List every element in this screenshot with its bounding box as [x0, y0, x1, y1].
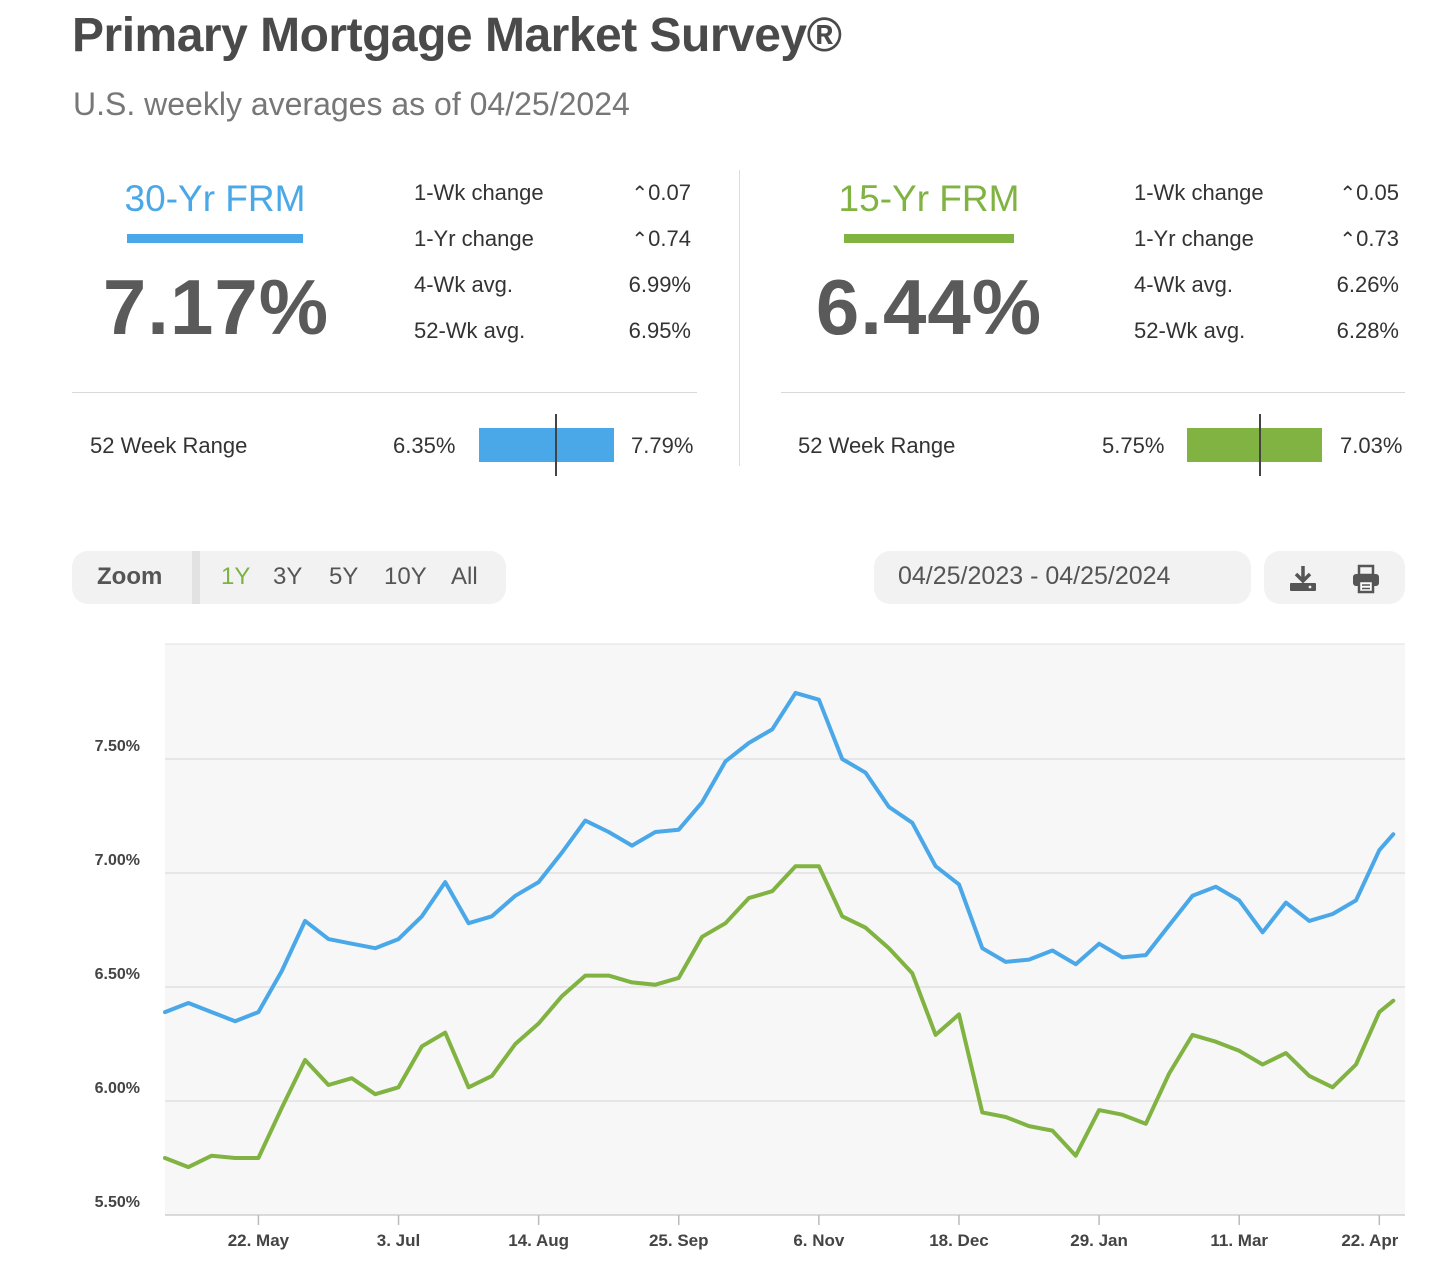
frm15-1wk-label: 1-Wk change [1134, 180, 1264, 205]
frm15-4wk-label: 4-Wk avg. [1134, 272, 1234, 297]
frm15-4wk-value: 6.26% [1336, 272, 1399, 297]
print-icon[interactable] [1351, 564, 1381, 594]
x-tick-label: 18. Dec [929, 1231, 989, 1250]
frm30-rate: 7.17% [102, 263, 330, 351]
frm30-range-bar [479, 428, 614, 462]
y-tick-label: 5.50% [94, 1194, 140, 1211]
zoom-separator [192, 551, 200, 604]
frm30-52wk-value: 6.95% [628, 318, 691, 343]
series-30yr-line [163, 690, 1396, 1024]
frm30-1wk-label: 1-Wk change [414, 180, 544, 205]
frm30-name: 30-Yr FRM [124, 178, 306, 219]
divider [781, 392, 1405, 393]
panel-divider [739, 170, 740, 466]
chart-tools [1264, 551, 1405, 604]
frm30-range-high: 7.79% [631, 433, 694, 458]
series-15yr-line [163, 864, 1396, 1170]
zoom-label: Zoom [97, 563, 163, 590]
frm30-4wk-value: 6.99% [628, 272, 691, 297]
x-tick-label: 11. Mar [1210, 1231, 1269, 1250]
frm15-range-label: 52 Week Range [798, 433, 956, 458]
frm15-rate: 6.44% [815, 263, 1043, 351]
frm15-range-marker [1258, 414, 1261, 476]
x-tick-label: 25. Sep [648, 1231, 709, 1250]
frm30-1yr-value: ⌃0.74 [631, 226, 691, 251]
zoom-1y-button[interactable]: 1Y [221, 563, 251, 590]
y-tick-label: 6.00% [94, 1080, 140, 1097]
zoom-5y-button[interactable]: 5Y [329, 563, 359, 590]
up-caret-icon: ⌃ [1339, 229, 1357, 251]
up-caret-icon: ⌃ [631, 229, 649, 251]
page-subtitle: U.S. weekly averages as of 04/25/2024 [73, 86, 630, 122]
page-title: Primary Mortgage Market Survey® [72, 9, 842, 62]
x-tick-label: 14. Aug [508, 1231, 570, 1250]
x-tick-label: 22. Apr [1341, 1231, 1399, 1250]
frm30-1yr-label: 1-Yr change [414, 226, 534, 251]
plot-area [165, 644, 1405, 1215]
frm15-range-bar [1187, 428, 1322, 462]
frm30-4wk-label: 4-Wk avg. [414, 272, 514, 297]
frm30-range-label: 52 Week Range [90, 433, 248, 458]
zoom-all-button[interactable]: All [451, 563, 478, 590]
y-tick-label: 7.00% [94, 852, 140, 869]
frm30-range-marker [554, 414, 557, 476]
up-caret-icon: ⌃ [1339, 183, 1357, 205]
frm15-range-high: 7.03% [1340, 433, 1403, 458]
zoom-10y-button[interactable]: 10Y [384, 563, 427, 590]
frm15-1wk-value: ⌃0.05 [1339, 180, 1399, 205]
download-icon[interactable] [1288, 563, 1318, 593]
y-tick-label: 6.50% [94, 966, 140, 983]
rate-chart [163, 643, 1405, 1225]
frm15-underline [844, 234, 1014, 243]
frm30-1wk-value: ⌃0.07 [631, 180, 691, 205]
y-tick-label: 7.50% [94, 738, 140, 755]
frm15-52wk-label: 52-Wk avg. [1134, 318, 1246, 343]
frm15-name: 15-Yr FRM [838, 178, 1020, 219]
zoom-3y-button[interactable]: 3Y [273, 563, 303, 590]
date-range-text[interactable]: 04/25/2023 - 04/25/2024 [898, 562, 1171, 590]
frm15-52wk-value: 6.28% [1336, 318, 1399, 343]
up-caret-icon: ⌃ [631, 183, 649, 205]
frm15-1yr-label: 1-Yr change [1134, 226, 1254, 251]
x-tick-label: 22. May [227, 1231, 290, 1250]
frm30-range-low: 6.35% [393, 433, 456, 458]
divider [72, 392, 697, 393]
zoom-control [72, 551, 506, 604]
date-range-picker[interactable] [874, 551, 1251, 604]
x-tick-label: 6. Nov [793, 1231, 845, 1250]
frm15-range-low: 5.75% [1102, 433, 1165, 458]
frm30-52wk-label: 52-Wk avg. [414, 318, 526, 343]
frm30-underline [127, 234, 303, 243]
x-tick-label: 29. Jan [1070, 1231, 1128, 1250]
x-tick-label: 3. Jul [376, 1231, 421, 1250]
frm15-1yr-value: ⌃0.73 [1339, 226, 1399, 251]
